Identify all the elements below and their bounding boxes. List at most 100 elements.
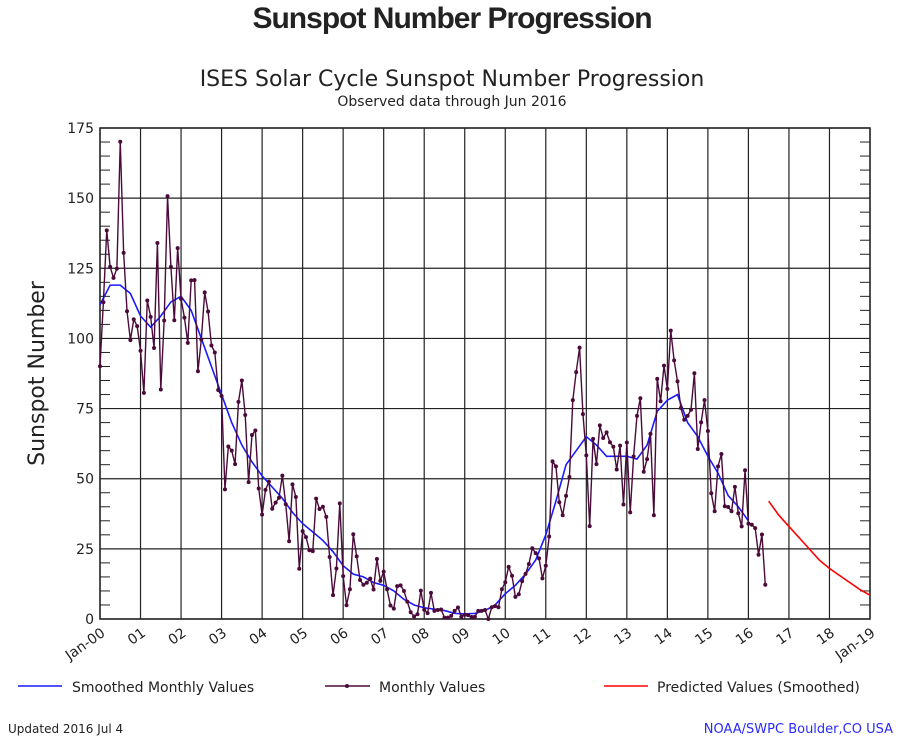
monthly-point <box>412 614 417 619</box>
monthly-point <box>435 608 440 613</box>
monthly-point <box>597 423 602 428</box>
monthly-point <box>104 228 109 233</box>
monthly-point <box>449 613 454 618</box>
monthly-point <box>371 587 376 592</box>
legend-monthly-label: Monthly Values <box>379 680 485 696</box>
monthly-point <box>550 459 555 464</box>
monthly-point <box>155 241 160 246</box>
x-tick-label: 07 <box>368 625 392 648</box>
monthly-point <box>128 338 133 343</box>
monthly-point <box>432 608 437 613</box>
y-axis-label: Sunspot Number <box>25 280 50 466</box>
monthly-point <box>736 511 741 516</box>
monthly-point <box>611 444 616 449</box>
monthly-point <box>331 593 336 598</box>
x-tick-label: 05 <box>287 625 311 648</box>
monthly-point <box>283 502 288 507</box>
monthly-point <box>418 588 423 593</box>
monthly-point <box>354 554 359 559</box>
y-tick-label: 150 <box>67 191 94 207</box>
monthly-point <box>651 513 656 518</box>
monthly-point <box>584 453 589 458</box>
x-tick-label: 16 <box>733 625 757 648</box>
monthly-point <box>641 469 646 474</box>
monthly-point <box>236 399 241 404</box>
monthly-point <box>108 264 113 269</box>
monthly-point <box>462 612 467 617</box>
monthly-point <box>672 358 677 363</box>
monthly-point <box>168 264 173 269</box>
monthly-point <box>712 509 717 514</box>
monthly-point <box>398 583 403 588</box>
monthly-point <box>385 587 390 592</box>
monthly-point <box>655 376 660 381</box>
monthly-point <box>256 486 261 491</box>
monthly-point <box>351 532 356 537</box>
monthly-point <box>614 467 619 472</box>
monthly-point <box>162 318 167 323</box>
monthly-point <box>172 318 177 323</box>
monthly-point <box>148 314 153 319</box>
x-tick-label: 08 <box>409 625 433 648</box>
monthly-point <box>415 612 420 617</box>
monthly-point <box>263 487 268 492</box>
monthly-point <box>206 309 211 314</box>
monthly-point <box>553 464 558 469</box>
y-tick-label: 175 <box>67 121 94 137</box>
monthly-point <box>577 345 582 350</box>
monthly-point <box>719 452 724 457</box>
monthly-point <box>304 535 309 540</box>
monthly-point <box>439 607 444 612</box>
monthly-point <box>229 448 234 453</box>
monthly-point <box>361 582 366 587</box>
legend-monthly-marker <box>345 684 349 688</box>
y-tick-label: 0 <box>85 612 94 628</box>
monthly-point <box>523 571 528 576</box>
monthly-point <box>101 300 106 305</box>
monthly-point <box>243 413 248 418</box>
monthly-point <box>489 605 494 610</box>
monthly-point <box>239 378 244 383</box>
monthly-point <box>175 246 180 251</box>
monthly-point <box>540 576 545 581</box>
monthly-point <box>125 309 130 314</box>
x-tick-label: Jan-00 <box>62 625 108 664</box>
monthly-point <box>131 317 136 322</box>
monthly-point <box>141 390 146 395</box>
monthly-point <box>300 529 305 534</box>
monthly-point <box>520 579 525 584</box>
monthly-point <box>634 413 639 418</box>
monthly-point <box>543 563 548 568</box>
monthly-point <box>280 473 285 478</box>
monthly-point <box>165 194 170 199</box>
monthly-point <box>314 496 319 501</box>
monthly-point <box>759 532 764 537</box>
monthly-point <box>469 615 474 620</box>
monthly-point <box>675 379 680 384</box>
monthly-point <box>479 608 484 613</box>
x-tick-label: 11 <box>530 625 554 648</box>
monthly-point <box>378 578 383 583</box>
monthly-point <box>695 446 700 451</box>
monthly-point <box>746 521 751 526</box>
y-tick-label: 125 <box>67 261 94 277</box>
monthly-point <box>476 608 481 613</box>
monthly-point <box>334 566 339 571</box>
monthly-point <box>364 580 369 585</box>
monthly-point <box>442 615 447 620</box>
y-tick-label: 50 <box>76 472 94 488</box>
monthly-point <box>98 364 102 369</box>
monthly-point <box>287 539 292 544</box>
monthly-point <box>179 296 184 301</box>
monthly-point <box>222 487 227 492</box>
monthly-point <box>621 502 626 507</box>
monthly-point <box>118 139 123 144</box>
monthly-point <box>388 603 393 608</box>
x-tick-label: 01 <box>125 625 149 648</box>
monthly-point <box>506 564 511 569</box>
monthly-point <box>516 592 521 597</box>
monthly-point <box>195 369 200 374</box>
monthly-series-line <box>99 141 767 622</box>
updated-text: Updated 2016 Jul 4 <box>8 722 123 736</box>
x-tick-label: 18 <box>814 625 838 648</box>
